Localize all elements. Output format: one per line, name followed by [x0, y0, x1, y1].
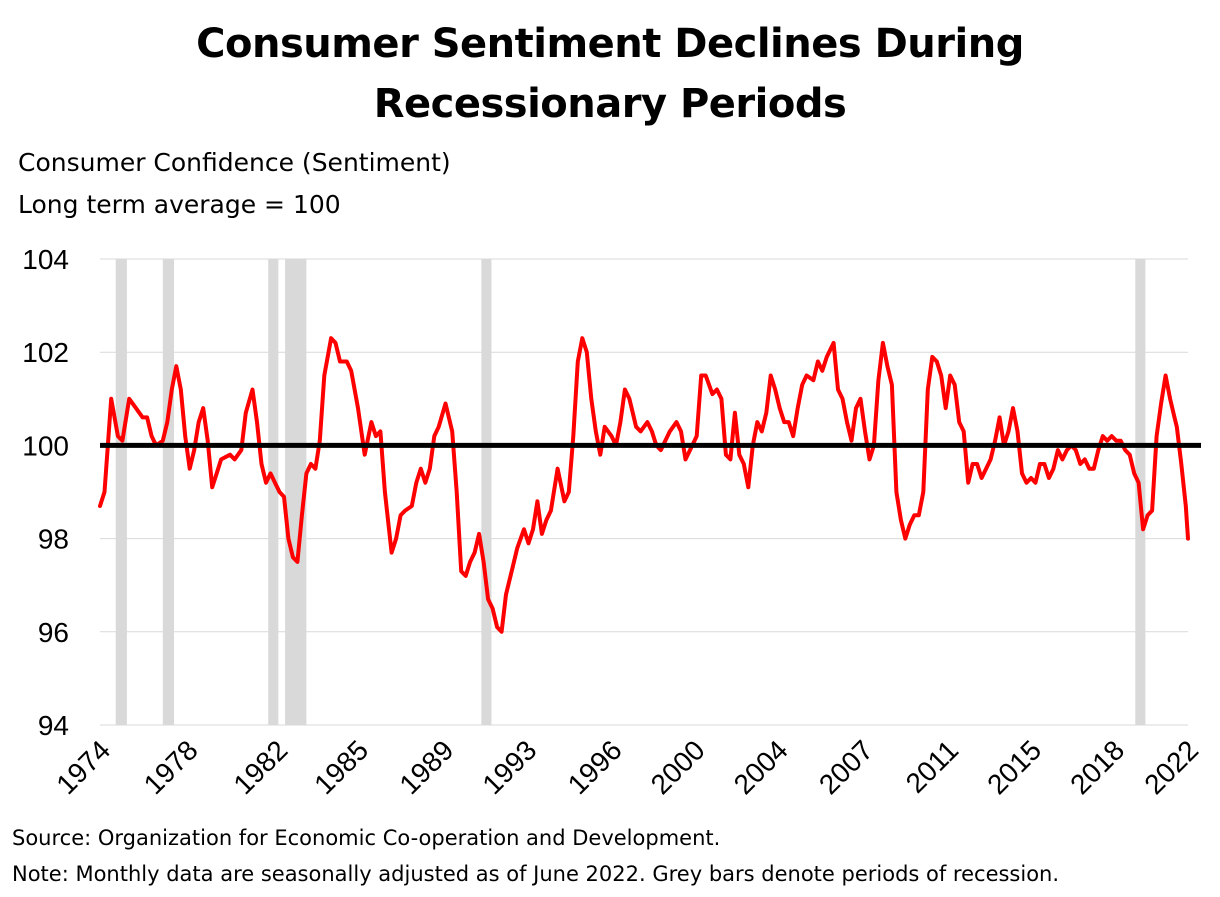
x-tick-label-2004: 2004 [728, 734, 794, 800]
y-tick-label-94: 94 [38, 710, 69, 741]
recession-bar-3 [268, 259, 279, 725]
chart-title-line-2: Recessionary Periods [373, 81, 847, 127]
recession-bar-4 [285, 259, 307, 725]
y-axis-label: Consumer Confidence (Sentiment) [18, 148, 451, 177]
chart-title: Consumer Sentiment Declines During Reces… [0, 14, 1220, 134]
y-tick-labels: 94 96 98 100 102 104 [22, 244, 69, 741]
series-line-1 [98, 336, 1190, 634]
recession-bar-5 [481, 259, 492, 725]
x-tick-label-1989: 1989 [393, 734, 459, 800]
chart-title-line-1: Consumer Sentiment Declines During [196, 21, 1024, 67]
series-group [98, 336, 1190, 634]
y-tick-label-96: 96 [38, 617, 69, 648]
x-tick-label-1985: 1985 [308, 734, 374, 800]
y-tick-label-102: 102 [22, 337, 69, 368]
x-tick-label-1974: 1974 [50, 734, 116, 800]
recession-bars [115, 259, 1146, 725]
x-tick-label-2018: 2018 [1064, 734, 1130, 800]
gridlines [100, 258, 1188, 726]
x-tick-label-2000: 2000 [645, 734, 711, 800]
x-tick-labels: 1974 1978 1982 1985 1989 1993 1996 2000 2004 2007… [50, 734, 1204, 800]
recession-bar-2 [162, 259, 175, 725]
y-tick-label-104: 104 [22, 244, 69, 275]
x-tick-label-1982: 1982 [227, 734, 293, 800]
y-tick-label-100: 100 [22, 430, 69, 461]
x-tick-label-1978: 1978 [138, 734, 204, 800]
recession-bar-1 [115, 259, 127, 725]
x-tick-label-2015: 2015 [981, 734, 1047, 800]
x-tick-label-1996: 1996 [562, 734, 628, 800]
x-tick-label-2007: 2007 [813, 734, 879, 800]
footnote: Note: Monthly data are seasonally adjust… [12, 862, 1060, 886]
x-tick-label-2011: 2011 [900, 734, 965, 799]
x-tick-label-1993: 1993 [476, 734, 542, 800]
y-tick-label-98: 98 [38, 524, 69, 555]
source-note: Source: Organization for Economic Co-ope… [12, 826, 721, 850]
subtitle-note: Long term average = 100 [18, 190, 341, 219]
x-tick-label-2022: 2022 [1138, 734, 1204, 800]
